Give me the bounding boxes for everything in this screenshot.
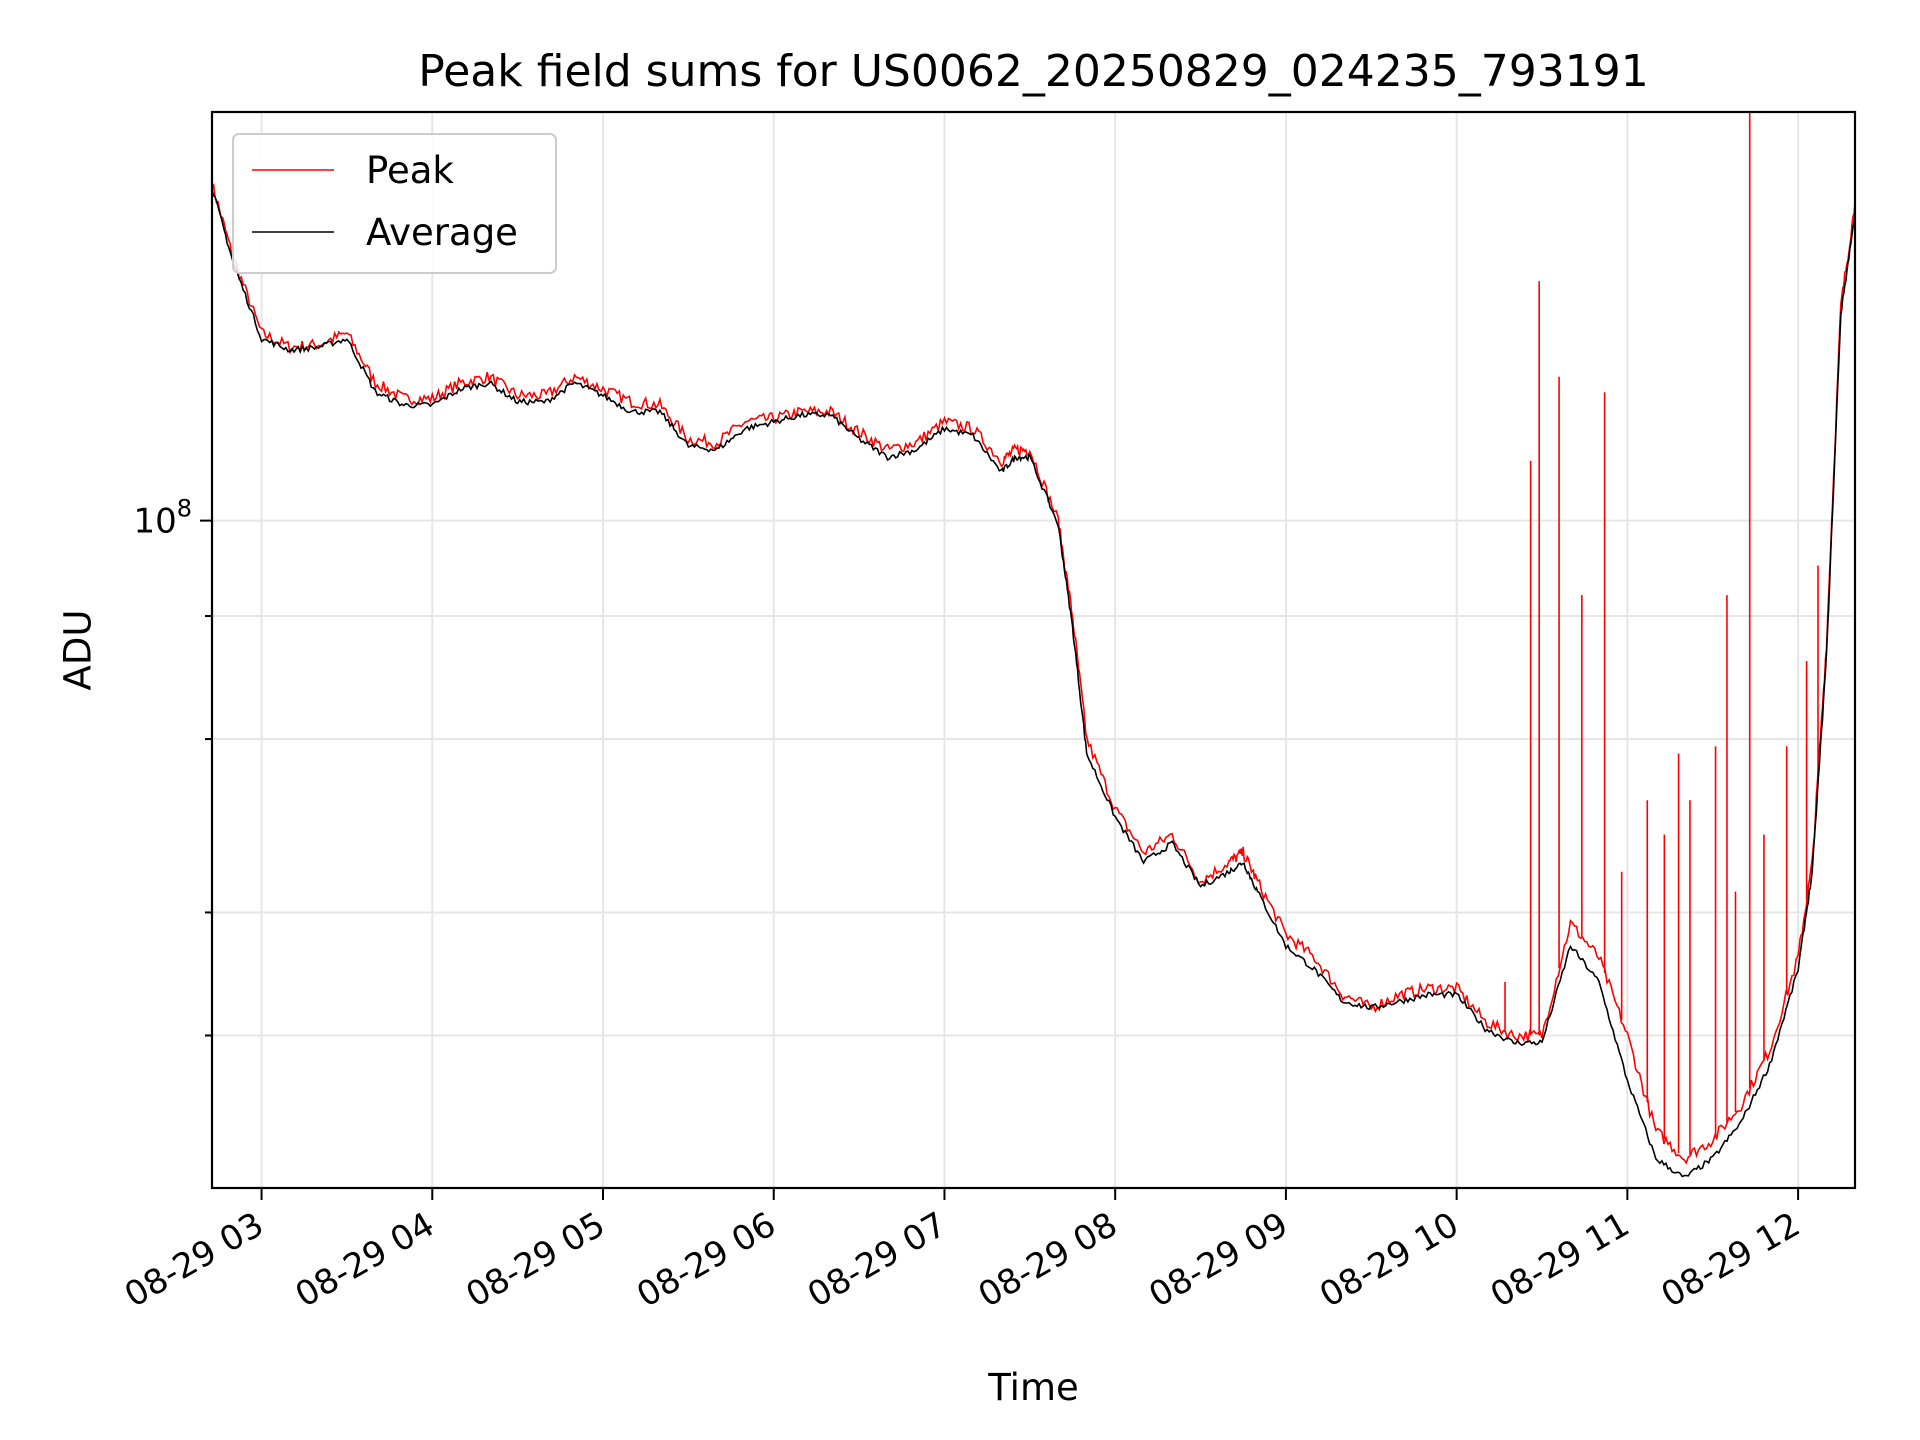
y-axis-label: ADU bbox=[57, 610, 100, 691]
x-axis-label: Time bbox=[987, 1366, 1079, 1409]
legend-entry: Peak bbox=[366, 149, 454, 192]
plot-lines bbox=[212, 112, 1855, 1178]
plot-frame bbox=[210, 110, 1857, 1190]
series-line-average bbox=[212, 190, 1855, 1178]
legend-box bbox=[232, 133, 557, 274]
legend: Peak Average bbox=[232, 133, 557, 274]
y-tick-label: 108 bbox=[133, 495, 192, 542]
y-axis: 108 bbox=[133, 495, 212, 1037]
chart-title: Peak field sums for US0062_20250829_0242… bbox=[418, 46, 1648, 97]
grid bbox=[212, 112, 1855, 1188]
legend-entry: Average bbox=[366, 211, 518, 254]
